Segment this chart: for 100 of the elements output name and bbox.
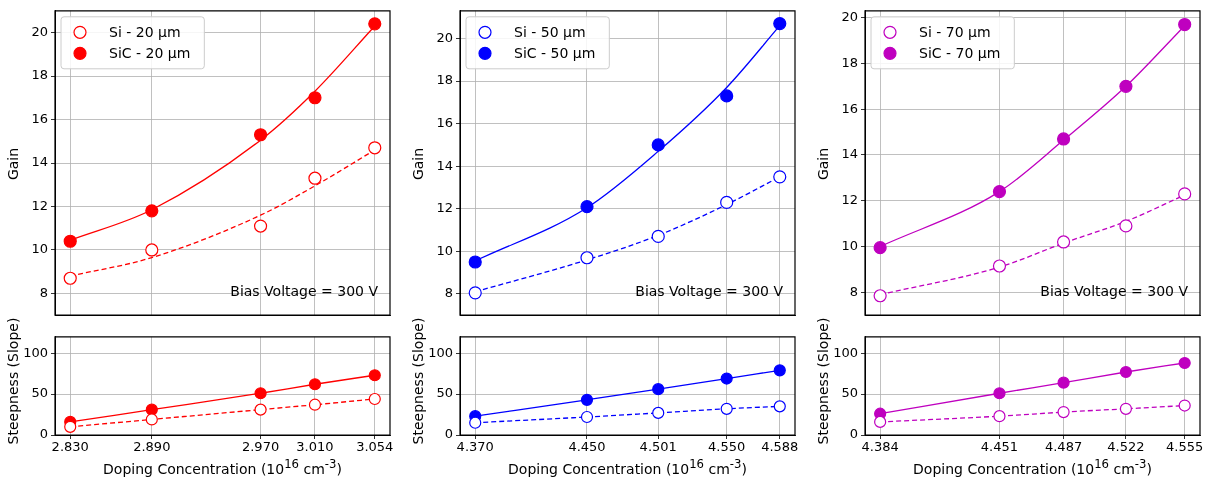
y-tick-label: 50	[31, 385, 48, 401]
point	[308, 91, 322, 105]
point	[873, 241, 887, 255]
point	[308, 171, 322, 185]
point	[1119, 365, 1133, 379]
point	[773, 364, 786, 377]
x-tick-label: 2.830	[51, 439, 89, 455]
x-tick-label: 4.384	[861, 439, 899, 455]
y-axis-title: Gain	[5, 147, 21, 181]
y-tick-label: 10	[436, 242, 453, 258]
point	[1119, 402, 1133, 415]
legend-label: SiC - 70 µm	[919, 44, 1001, 61]
point	[1178, 356, 1191, 370]
point	[254, 403, 267, 416]
point	[368, 141, 382, 155]
point	[468, 286, 482, 300]
y-tick-label: 16	[436, 114, 453, 130]
point	[993, 387, 1006, 400]
point	[1057, 405, 1070, 419]
annotation: Bias Voltage = 300 V	[1040, 282, 1189, 299]
y-tick-label: 12	[436, 200, 453, 216]
y-tick-label: 18	[841, 54, 858, 70]
y-tick-label: 16	[31, 110, 48, 126]
x-tick-label: 2.970	[241, 439, 280, 455]
point	[1119, 79, 1133, 93]
x-tick-label: 3.054	[356, 439, 394, 455]
point	[368, 392, 381, 406]
point	[145, 413, 158, 426]
x-tick-label: 4.370	[456, 439, 494, 455]
point	[992, 185, 1007, 199]
legend-label: SiC - 50 µm	[514, 44, 596, 61]
legend-label: Si - 20 µm	[109, 23, 181, 40]
point	[1178, 187, 1192, 201]
x-axis-title: Doping Concentration (10$^{16}$ cm$^{-3}$)	[508, 457, 747, 477]
y-axis-title: Steepness (Slope)	[5, 317, 21, 444]
point	[992, 259, 1007, 273]
point	[1056, 235, 1071, 249]
point	[652, 383, 665, 396]
y-tick-label: 16	[841, 100, 858, 116]
point	[64, 420, 77, 433]
point	[1057, 376, 1070, 389]
x-tick-label: 4.450	[568, 439, 606, 455]
point	[1178, 17, 1192, 32]
y-tick-label: 10	[31, 241, 48, 257]
y-tick-label: 20	[436, 29, 453, 45]
point	[993, 410, 1006, 423]
point	[874, 415, 887, 429]
point	[468, 255, 482, 269]
point	[1119, 219, 1133, 233]
y-tick-label: 14	[841, 146, 858, 162]
legend-label: Si - 70 µm	[919, 23, 991, 40]
x-tick-label: 4.451	[980, 439, 1019, 455]
point	[873, 289, 887, 303]
point	[720, 89, 734, 103]
point	[652, 406, 665, 420]
point	[368, 369, 381, 382]
point	[308, 398, 322, 411]
y-tick-label: 100	[833, 344, 858, 360]
y-tick-label: 20	[841, 9, 858, 25]
y-tick-label: 0	[849, 426, 858, 442]
point	[720, 402, 733, 415]
point	[145, 403, 158, 416]
x-tick-label: 2.890	[133, 439, 171, 455]
point	[63, 234, 77, 248]
y-tick-label: 12	[841, 192, 858, 208]
y-tick-label: 0	[444, 426, 453, 442]
y-tick-label: 18	[31, 67, 48, 83]
y-axis-title: Steepness (Slope)	[410, 317, 426, 444]
point	[580, 251, 594, 265]
point	[253, 219, 268, 233]
x-tick-label: 4.487	[1044, 439, 1083, 455]
y-tick-label: 8	[444, 285, 453, 301]
point	[1056, 132, 1071, 146]
legend-label: Si - 50 µm	[514, 23, 586, 40]
x-tick-label: 4.501	[639, 439, 677, 455]
y-tick-label: 12	[31, 197, 48, 213]
y-tick-label: 100	[23, 344, 48, 360]
point	[580, 200, 594, 214]
point	[651, 229, 665, 244]
point	[773, 170, 787, 184]
y-tick-label: 50	[841, 385, 858, 401]
y-tick-label: 10	[841, 237, 858, 253]
x-axis-title: Doping Concentration (10$^{16}$ cm$^{-3}$)	[103, 457, 342, 477]
point	[720, 372, 733, 385]
y-tick-label: 18	[436, 72, 453, 88]
legend-label: SiC - 20 µm	[109, 44, 191, 61]
y-tick-label: 8	[849, 283, 858, 299]
x-tick-label: 3.010	[296, 439, 334, 455]
x-axis-title: Doping Concentration (10$^{16}$ cm$^{-3}$)	[913, 457, 1152, 477]
point	[469, 416, 482, 429]
point	[651, 138, 665, 152]
point	[368, 17, 382, 31]
point	[63, 271, 77, 285]
y-tick-label: 0	[39, 426, 48, 442]
y-tick-label: 14	[31, 154, 48, 170]
x-tick-label: 4.522	[1107, 439, 1145, 455]
y-tick-label: 100	[428, 344, 453, 360]
point	[145, 204, 159, 218]
y-tick-label: 50	[436, 385, 453, 401]
y-axis-title: Steepness (Slope)	[815, 317, 831, 444]
